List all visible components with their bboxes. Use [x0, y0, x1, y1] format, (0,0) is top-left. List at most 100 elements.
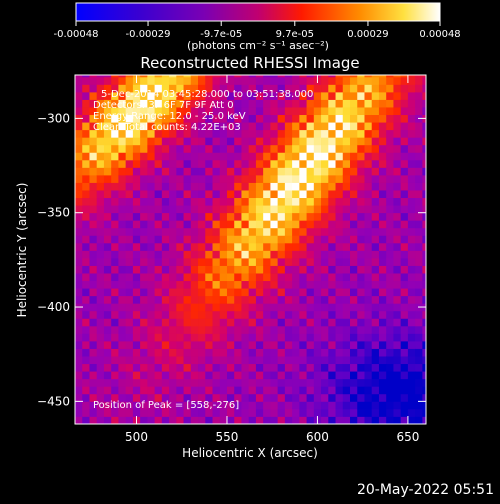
heatmap-cell [248, 333, 257, 342]
heatmap-cell [140, 190, 148, 199]
heatmap-cell [132, 84, 141, 93]
heatmap-cell [226, 363, 235, 372]
heatmap-cell [378, 340, 387, 349]
x-tick-label: 650 [396, 430, 419, 444]
heatmap-cell [140, 386, 148, 395]
heatmap-cell [371, 167, 380, 176]
heatmap-cell [154, 167, 163, 176]
heatmap-cell [147, 288, 156, 297]
heatmap-cell [313, 318, 322, 327]
heatmap-cell [96, 378, 105, 387]
heatmap-cell [241, 114, 250, 123]
annotation-detectors: Detectors: 3F 6F 7F 9F Att 0 [93, 100, 234, 111]
heatmap-cell [284, 393, 293, 402]
heatmap-cell [183, 144, 192, 153]
heatmap-cell [342, 318, 351, 327]
heatmap-cell [161, 174, 170, 183]
heatmap-cell [103, 303, 112, 312]
heatmap-cell [371, 220, 380, 229]
heatmap-cell [263, 280, 271, 289]
heatmap-cell [357, 378, 365, 387]
heatmap-cell [103, 273, 112, 282]
heatmap-cell [140, 227, 148, 236]
heatmap-cell [393, 356, 402, 365]
heatmap-cell [342, 76, 351, 85]
colorbar-tick-label: -0.00029 [126, 29, 171, 40]
heatmap-cell [400, 242, 409, 251]
heatmap-cell [342, 167, 351, 176]
heatmap-cell [198, 393, 206, 402]
heatmap-cell [342, 75, 351, 78]
heatmap-cell [357, 325, 365, 334]
heatmap-cell [241, 273, 250, 282]
heatmap-cell [96, 257, 105, 266]
heatmap-cell [103, 348, 112, 357]
heatmap-cell [176, 401, 184, 410]
heatmap-cell [111, 393, 119, 402]
heatmap-cell [190, 227, 199, 236]
heatmap-cell [328, 190, 336, 199]
heatmap-cell [190, 348, 199, 357]
heatmap-cell [378, 371, 387, 380]
heatmap-cell [393, 325, 402, 334]
heatmap-cell [407, 393, 416, 402]
heatmap-cell [263, 333, 271, 342]
heatmap-cell [284, 250, 293, 259]
heatmap-cell [96, 288, 105, 297]
heatmap-cell [415, 288, 423, 297]
heatmap-cell [140, 416, 148, 424]
heatmap-cell [321, 378, 329, 387]
heatmap-cell [103, 99, 112, 108]
heatmap-cell [169, 99, 177, 108]
heatmap-cell [125, 363, 134, 372]
heatmap-cell [154, 227, 163, 236]
heatmap-cell [378, 295, 387, 304]
heatmap-cell [371, 340, 380, 349]
heatmap-cell [292, 408, 300, 417]
heatmap-cell [75, 174, 83, 183]
heatmap-cell [190, 401, 199, 410]
heatmap-cell [241, 348, 250, 357]
heatmap-cell [335, 416, 344, 424]
heatmap-cell [248, 144, 257, 153]
heatmap-cell [407, 416, 416, 424]
heatmap-cell [371, 129, 380, 138]
heatmap-cell [357, 84, 365, 93]
heatmap-cell [277, 393, 286, 402]
heatmap-cell [292, 242, 300, 251]
heatmap-cell [400, 378, 409, 387]
heatmap-cell [234, 235, 242, 244]
heatmap-cell [248, 76, 257, 85]
heatmap-cell [103, 325, 112, 334]
heatmap-cell [183, 129, 192, 138]
heatmap-cell [263, 386, 271, 395]
heatmap-cell [277, 137, 286, 146]
heatmap-cell [313, 91, 322, 100]
heatmap-cell [190, 273, 199, 282]
heatmap-cell [407, 288, 416, 297]
heatmap-cell [350, 212, 358, 221]
heatmap-cell [415, 227, 423, 236]
heatmap-cell [270, 114, 279, 123]
heatmap-cell [263, 197, 271, 206]
heatmap-cell [321, 288, 329, 297]
heatmap-cell [378, 273, 387, 282]
heatmap-cell [407, 137, 416, 146]
heatmap-cell [321, 318, 329, 327]
heatmap-cell [111, 408, 119, 417]
heatmap-cell [111, 288, 119, 297]
heatmap-cell [313, 99, 322, 108]
heatmap-cell [335, 288, 344, 297]
heatmap-cell [241, 325, 250, 334]
heatmap-cell [161, 197, 170, 206]
heatmap-cell [183, 227, 192, 236]
heatmap-cell [263, 265, 271, 274]
heatmap-cell [75, 393, 83, 402]
heatmap-cell [255, 416, 264, 424]
heatmap-cell [234, 220, 242, 229]
heatmap-cell [140, 99, 148, 108]
heatmap-cell [125, 340, 134, 349]
heatmap-cell [96, 182, 105, 191]
heatmap-cell [234, 167, 242, 176]
heatmap-cell [415, 250, 423, 259]
